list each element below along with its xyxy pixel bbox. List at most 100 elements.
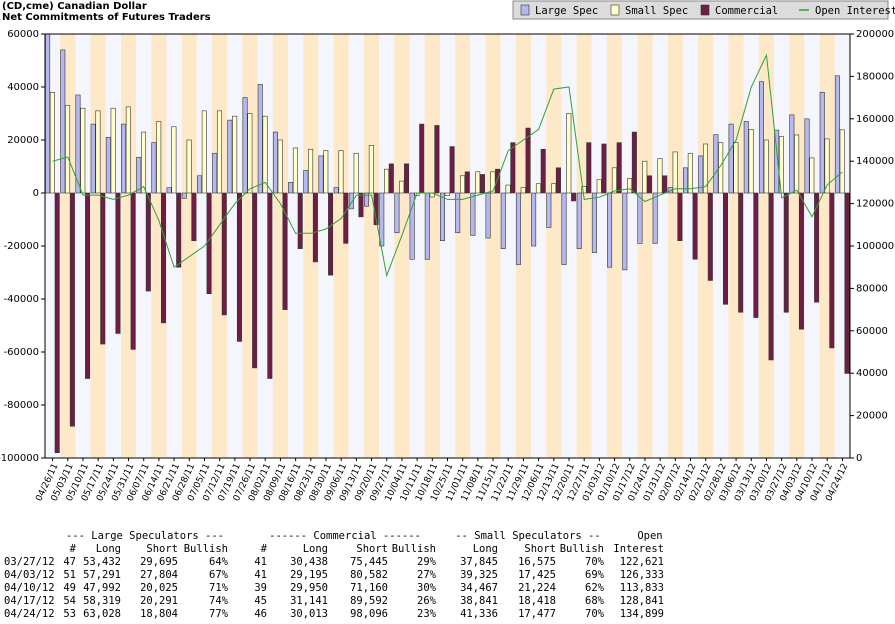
stripe <box>151 34 167 458</box>
bar <box>525 127 531 194</box>
bar <box>216 110 222 194</box>
group-header: --- Large Speculators --- <box>66 530 224 542</box>
cell: 53,432 <box>83 556 121 568</box>
cell: 70% <box>585 608 605 620</box>
bar <box>242 97 248 194</box>
bar <box>794 134 800 194</box>
cell: 37,845 <box>460 556 498 568</box>
bar <box>551 183 557 194</box>
cell: 17,425 <box>518 569 556 581</box>
bar <box>500 192 506 249</box>
bar <box>115 192 121 334</box>
bar <box>531 192 537 247</box>
bar <box>829 192 835 349</box>
bar <box>282 192 288 310</box>
bar <box>713 134 719 194</box>
cell: 27% <box>417 569 437 581</box>
cell: 69% <box>585 569 605 581</box>
bar <box>156 121 162 194</box>
bar <box>65 105 71 194</box>
cell: 29,195 <box>290 569 328 581</box>
bar <box>495 168 501 194</box>
bar <box>379 192 385 247</box>
cell: 29,950 <box>290 582 328 594</box>
bar <box>804 118 810 194</box>
bar <box>308 148 314 194</box>
bar <box>419 123 425 194</box>
stripe <box>606 34 623 458</box>
bar <box>292 147 298 194</box>
bar <box>388 163 394 194</box>
bar <box>576 192 582 249</box>
cell: 47,992 <box>83 582 121 594</box>
bar <box>121 123 127 194</box>
y2-tick-label: 100000 <box>856 241 894 252</box>
bar <box>384 168 390 194</box>
cell: 30% <box>417 582 437 594</box>
cell: 53 <box>63 608 76 620</box>
cell: 128,841 <box>620 595 664 607</box>
stripe <box>698 34 714 458</box>
y-tick-label: -80000 <box>4 400 39 411</box>
bar <box>586 142 592 194</box>
column-header: Bullish <box>560 543 604 555</box>
bar <box>252 192 258 369</box>
stripe <box>485 34 501 458</box>
row-date: 04/17/12 <box>4 595 55 607</box>
bar <box>642 160 648 194</box>
bar <box>141 131 147 194</box>
cell: 54 <box>63 595 76 607</box>
bar <box>247 113 253 194</box>
stripe <box>576 34 592 458</box>
cell: 64% <box>209 556 229 568</box>
bar <box>596 179 602 194</box>
bar <box>783 192 789 313</box>
bar <box>611 167 617 194</box>
bar <box>692 192 698 260</box>
stripe <box>348 34 364 458</box>
column-header: Interest <box>613 543 664 555</box>
bar <box>824 138 830 194</box>
bar <box>798 192 804 330</box>
bar <box>657 158 663 194</box>
y2-tick-label: 200000 <box>856 29 894 40</box>
legend-label: Open Interest <box>815 5 895 17</box>
stripe <box>637 34 653 458</box>
chart-subtitle: Net Commitments of Futures Traders <box>2 12 211 23</box>
bar <box>69 192 75 427</box>
cell: 31,141 <box>290 595 328 607</box>
legend-swatch <box>520 4 530 16</box>
bar <box>535 183 541 194</box>
y-tick-label: -40000 <box>4 294 39 305</box>
legend-box <box>512 0 889 20</box>
bar <box>722 192 728 305</box>
cell: 134,899 <box>620 608 664 620</box>
bar <box>738 192 744 313</box>
column-header: Short <box>356 543 388 555</box>
bar <box>267 192 273 379</box>
legend-swatch <box>700 4 710 16</box>
bar <box>459 175 465 194</box>
legend: Large Spec Small Spec Commercial Open Inter… <box>512 0 895 20</box>
cell: 41 <box>254 556 267 568</box>
bar <box>733 142 739 194</box>
bar <box>176 192 182 268</box>
bar <box>555 167 561 194</box>
bar <box>631 131 637 194</box>
bar <box>479 174 485 194</box>
bar <box>490 171 496 194</box>
cell: 70% <box>585 556 605 568</box>
legend-swatch <box>610 4 620 16</box>
stripe <box>363 34 380 458</box>
bar <box>622 192 628 271</box>
bar <box>323 150 329 194</box>
stripe <box>136 34 152 458</box>
y-tick-label: 40000 <box>7 82 39 93</box>
bar <box>196 175 202 194</box>
cell: 39,325 <box>460 569 498 581</box>
bar <box>277 139 283 194</box>
bar <box>85 192 91 379</box>
cell: 17,477 <box>518 608 556 620</box>
cell: 38,841 <box>460 595 498 607</box>
bar <box>333 187 339 194</box>
